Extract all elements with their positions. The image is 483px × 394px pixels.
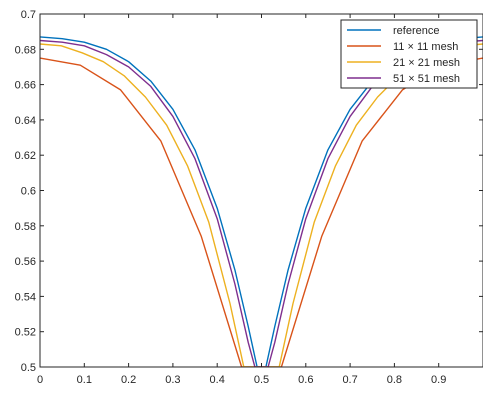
x-tick-label: 0.7 [342,374,357,386]
x-tick-label: 0.3 [165,374,180,386]
y-tick-label: 0.56 [15,256,36,268]
legend: reference 11 × 11 mesh 21 × 21 mesh 51 × 51… [340,19,478,89]
x-tick-label: 0.2 [121,374,136,386]
y-tick-label: 0.5 [21,362,36,374]
y-tick-label: 0.6 [21,186,36,198]
y-tick-label: 0.58 [15,221,36,233]
legend-label: reference [393,25,439,37]
x-tick-label: 0.6 [298,374,313,386]
legend-box [340,19,478,89]
legend-label: 51 × 51 mesh [393,73,460,85]
x-tick-label: 0.5 [254,374,269,386]
y-tick-label: 0.66 [15,80,36,92]
axes-layer: 0 0.1 0.2 0.3 0.4 0.5 0.6 0.7 0.8 0.9 0.5 0.52 0.54 0… [15,9,483,386]
y-tick-label: 0.62 [15,150,36,162]
y-tick-label: 0.68 [15,44,36,56]
x-tick-label: 0 [37,374,43,386]
legend-label: 11 × 11 mesh [393,41,458,53]
x-tick-label: 0.8 [387,374,402,386]
legend-label: 21 × 21 mesh [393,57,460,69]
y-tick-label: 0.7 [21,9,36,21]
x-tick-label: 0.1 [77,374,92,386]
y-tick-label: 0.64 [15,115,36,127]
x-tick-label: 0.4 [210,374,225,386]
x-tick-label: 0.9 [431,374,446,386]
y-tick-label: 0.52 [15,327,36,339]
y-tick-label: 0.54 [15,291,36,303]
